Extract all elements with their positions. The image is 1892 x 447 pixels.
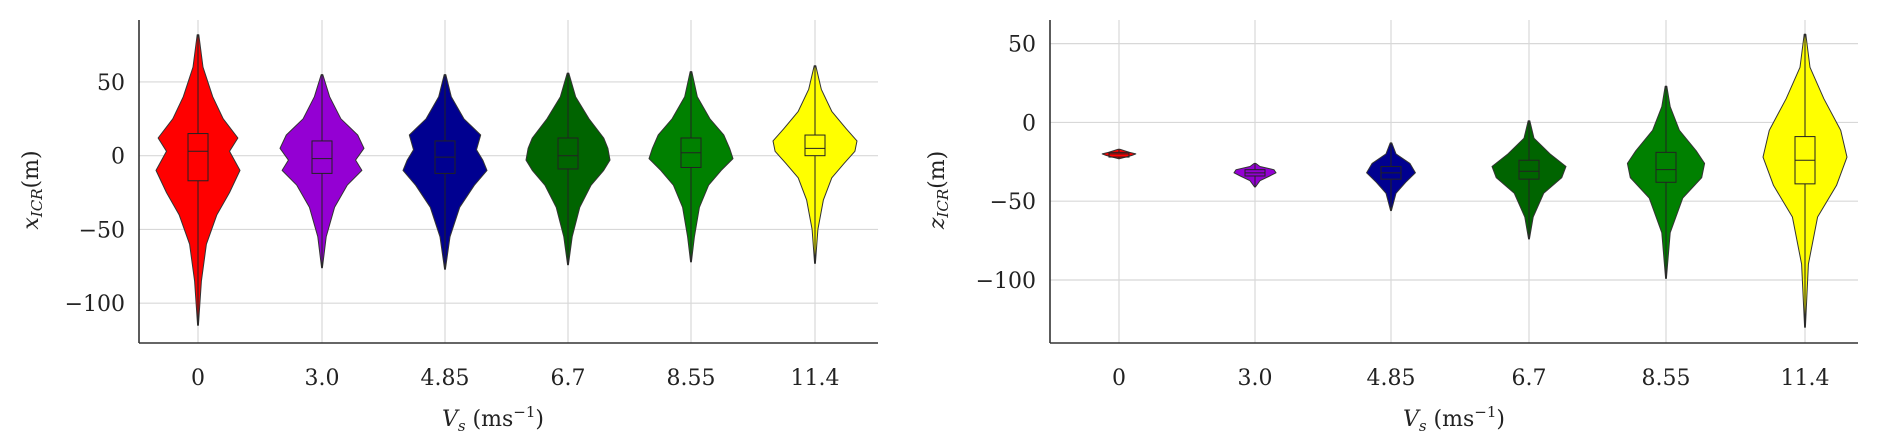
violin-group [402, 74, 488, 270]
violin-group [1762, 33, 1848, 328]
y-tick-label: −100 [65, 292, 125, 317]
x-tick-label: 6.7 [1512, 366, 1547, 391]
y-tick-label: 0 [1022, 111, 1036, 136]
box [1108, 151, 1130, 158]
violin-group [1491, 120, 1567, 240]
violin-group [1233, 162, 1277, 188]
y-axis-label: zICR(m) [925, 151, 952, 230]
grid-lines [1050, 20, 1858, 343]
x-axis-label: Vs (ms−1) [442, 403, 544, 435]
y-tick-label: 0 [111, 145, 125, 170]
y-axis-label: xICR(m) [19, 150, 46, 229]
box [1655, 151, 1677, 183]
x-axis-label: Vs (ms−1) [1403, 403, 1505, 435]
violin-group [279, 74, 365, 269]
violins [155, 34, 858, 326]
violin-body [279, 74, 365, 269]
violin-group [525, 72, 611, 266]
y-tick-label: −50 [990, 190, 1036, 215]
box [1518, 159, 1540, 180]
violin-body [402, 74, 488, 270]
box [187, 133, 209, 182]
box [557, 137, 579, 170]
violin-group [1366, 142, 1416, 212]
y-tick-label: −100 [976, 269, 1036, 294]
x-tick-label: 4.85 [1367, 366, 1416, 391]
x-tick-label: 6.7 [551, 366, 586, 391]
x-tick-label: 3.0 [305, 366, 340, 391]
x-tick-label: 11.4 [791, 366, 840, 391]
y-tick-label: 50 [1008, 33, 1036, 58]
box [804, 134, 826, 157]
y-tick-label: −50 [79, 218, 125, 243]
x-ticks: 0 3.0 4.85 6.7 8.55 11.4 [191, 366, 839, 391]
violins [1101, 33, 1848, 328]
x-tick-label: 4.85 [421, 366, 470, 391]
y-ticks: −100 −50 0 50 [976, 33, 1036, 294]
violin-body [648, 71, 734, 263]
grid-lines [139, 20, 878, 343]
violin-group [1101, 148, 1137, 160]
violin-group [772, 65, 858, 264]
violin-chart-x-icr: −100 −50 0 50 0 3.0 4.85 6.7 8.55 11.4 xICR(m) V… [19, 20, 878, 435]
x-ticks: 0 3.0 4.85 6.7 8.55 11.4 [1112, 366, 1829, 391]
violin-group [648, 71, 734, 263]
violin-group [1626, 85, 1706, 279]
y-ticks: −100 −50 0 50 [65, 71, 125, 317]
x-tick-label: 0 [1112, 366, 1126, 391]
x-tick-label: 11.4 [1781, 366, 1830, 391]
violin-group [155, 34, 241, 326]
y-tick-label: 50 [97, 71, 125, 96]
x-tick-label: 0 [191, 366, 205, 391]
x-tick-label: 3.0 [1238, 366, 1273, 391]
box [311, 140, 333, 174]
x-tick-label: 8.55 [667, 366, 716, 391]
x-tick-label: 8.55 [1642, 366, 1691, 391]
violin-chart-z-icr: −100 −50 0 50 0 3.0 4.85 6.7 8.55 11.4 zICR(m) V… [925, 20, 1858, 435]
